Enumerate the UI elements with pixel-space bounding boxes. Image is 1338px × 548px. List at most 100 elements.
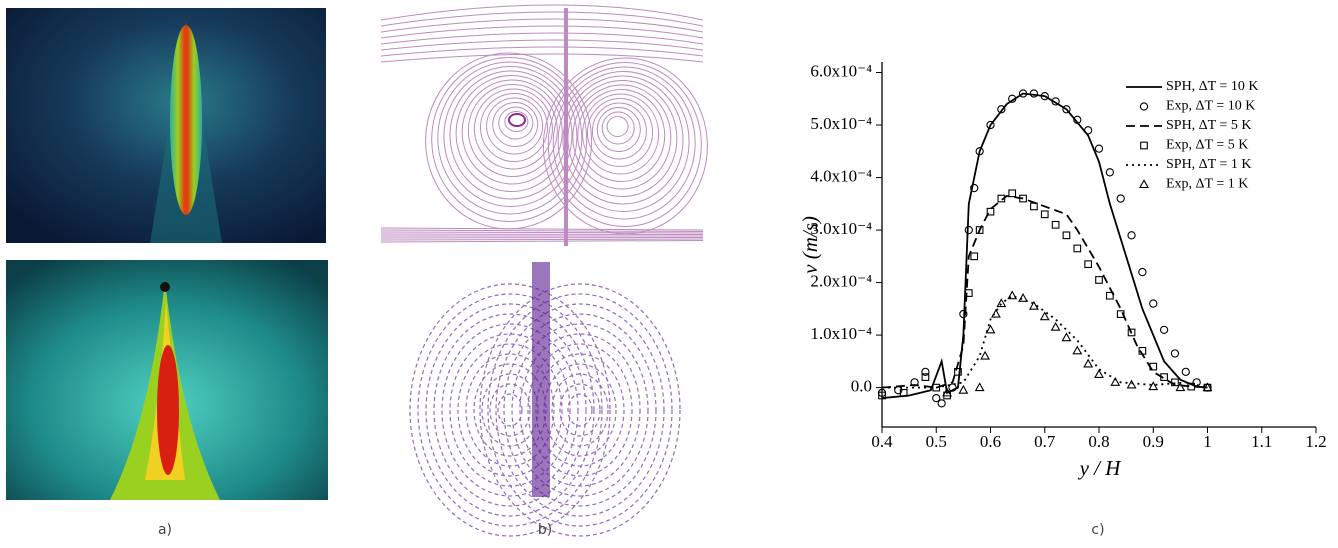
legend-label: SPH, ΔT = 1 K (1166, 157, 1252, 172)
flame-core (157, 345, 179, 475)
x-tick-label: 1 (1203, 432, 1212, 451)
series-line (881, 194, 1208, 389)
vector-ring (425, 303, 595, 517)
series-line (881, 92, 1208, 400)
streamline (380, 237, 704, 239)
streamline (486, 97, 544, 155)
vortex-eye (508, 113, 526, 127)
marker-square (1051, 220, 1060, 229)
streamline (596, 107, 641, 152)
marker-square (878, 391, 886, 400)
marker-square (1084, 260, 1092, 269)
streamline (443, 66, 578, 207)
vector-ring (417, 293, 603, 527)
streamline (380, 238, 704, 241)
series-line (882, 294, 1208, 389)
streamline (380, 231, 704, 234)
streamline (587, 98, 653, 167)
vector-ring (441, 323, 579, 497)
marker-triangle (1094, 369, 1104, 379)
marker-triangle (1175, 382, 1186, 392)
streamline (552, 66, 696, 220)
marker-triangle (1126, 379, 1137, 389)
marker-square (1008, 189, 1017, 198)
vector-ring (567, 393, 593, 427)
marker-circle (910, 378, 919, 387)
marker-circle (1139, 102, 1149, 111)
streamline (467, 84, 558, 177)
marker-triangle (980, 350, 991, 360)
chart: y / H v (m/s) 0.4 0.5 0.6 0.7 0.8 0.9 1 1.1 1.2 0… (798, 61, 1327, 479)
marker-square (1073, 244, 1082, 253)
marker-circle (1073, 115, 1082, 124)
streamline (461, 79, 563, 185)
marker-triangle (958, 384, 969, 394)
streamline (380, 240, 704, 243)
streamline (380, 46, 704, 57)
marker-square (964, 289, 973, 297)
marker-triangle (1148, 381, 1159, 391)
streamline (562, 75, 684, 205)
marker-circle (1138, 267, 1147, 277)
marker-square (1140, 141, 1148, 150)
marker-circle (948, 383, 957, 392)
marker-circle (1127, 231, 1136, 240)
streamline (380, 233, 704, 235)
marker-triangle (1202, 382, 1213, 392)
marker-square (1095, 276, 1103, 284)
vector-ring (527, 343, 633, 477)
vector-ring (489, 383, 531, 437)
marker-square (1127, 328, 1136, 337)
marker-circle (1105, 168, 1114, 177)
marker-circle (1051, 97, 1060, 106)
y-tick-label: 5.0x10⁻⁴ (810, 114, 872, 133)
marker-square (1149, 362, 1158, 371)
vector-ring (457, 343, 563, 477)
streamline (431, 57, 588, 222)
streamline (473, 88, 553, 170)
panel-caption: a) (158, 522, 172, 538)
x-tick-label: 0.9 (1143, 432, 1164, 451)
streamline (606, 116, 629, 137)
marker-circle (1008, 94, 1017, 103)
marker-circle (1084, 126, 1093, 135)
marker-square (997, 194, 1006, 203)
marker-triangle (1083, 358, 1094, 368)
x-tick-label: 0.4 (871, 432, 893, 451)
marker-triangle (1061, 332, 1072, 342)
streamline (504, 111, 529, 132)
streamline (380, 227, 704, 231)
marker-circle (1040, 91, 1049, 101)
marker-square (1116, 310, 1125, 318)
streamline (380, 25, 704, 39)
y-tick-label: 4.0x10⁻⁴ (810, 166, 872, 185)
streamline (577, 89, 666, 182)
vector-ring (559, 383, 601, 437)
streamline (380, 53, 704, 63)
streamlines (380, 4, 708, 246)
marker-triangle (1110, 377, 1121, 386)
x-tick-label: 1.2 (1305, 432, 1326, 451)
marker-circle (970, 183, 979, 193)
y-tick-label: 1.0x10⁻⁴ (810, 324, 872, 343)
streamline (547, 62, 702, 227)
plume-core (170, 25, 202, 215)
marker-square (1138, 346, 1147, 355)
streamline (572, 84, 672, 190)
legend-label: Exp, ΔT = 5 K (1166, 138, 1248, 153)
marker-circle (932, 393, 941, 403)
marker-square (954, 368, 962, 376)
y-tick-label: 0.0 (851, 377, 872, 396)
panel-caption: b) (538, 522, 552, 538)
x-tick-label: 1.1 (1251, 432, 1272, 451)
streamline (498, 106, 534, 140)
marker-square (986, 207, 995, 216)
upflow (532, 262, 550, 497)
legend-label: Exp, ΔT = 1 K (1166, 177, 1248, 192)
y-tick-label: 6.0x10⁻⁴ (810, 61, 872, 80)
streamline (380, 229, 704, 232)
vector-ring (465, 353, 555, 467)
vector-ring (479, 283, 681, 537)
streamline (380, 39, 704, 51)
